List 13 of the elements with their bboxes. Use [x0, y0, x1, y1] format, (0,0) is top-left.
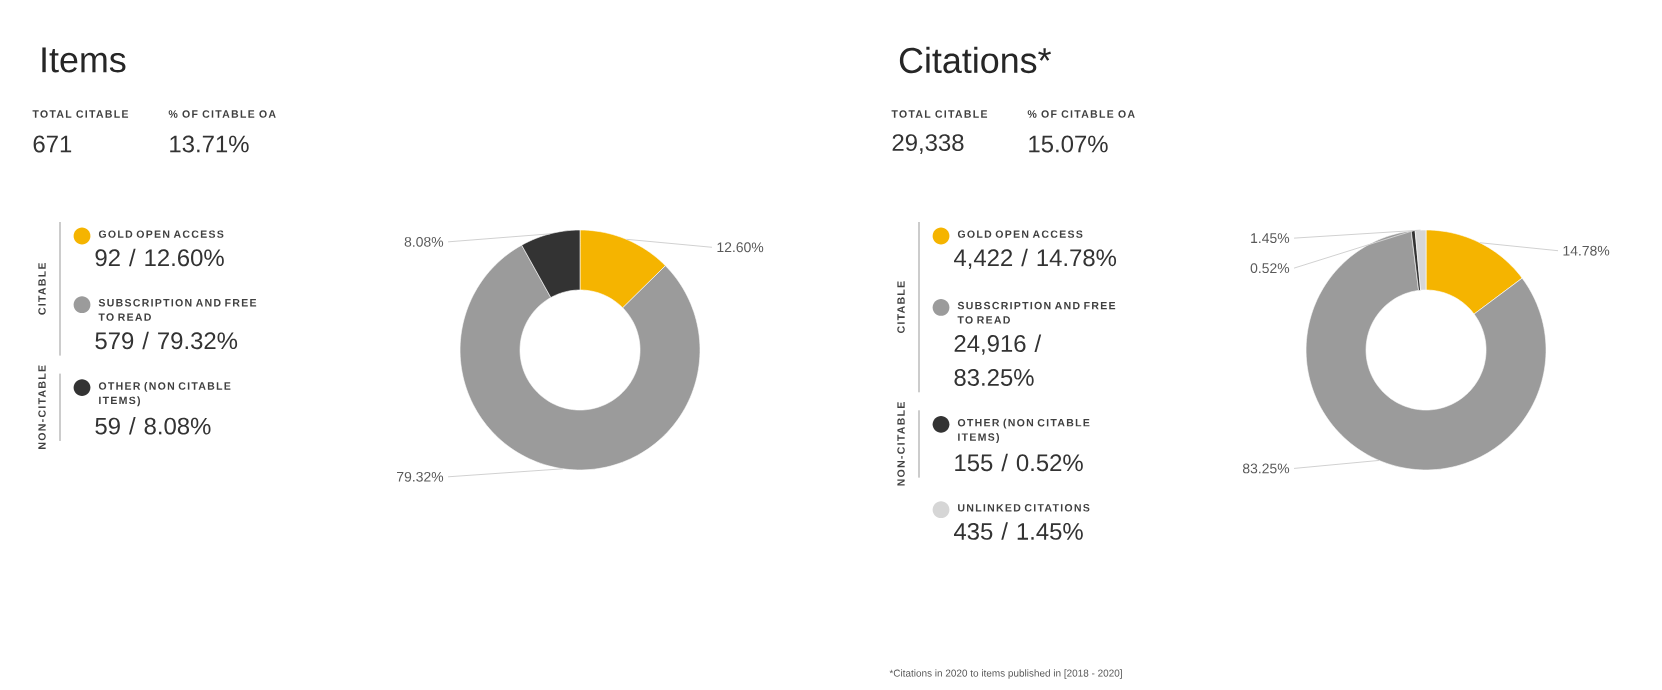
- text: 24,916 / 83.25%: [954, 334, 1042, 386]
- text: 435 / 1.45%: [953, 522, 1083, 540]
- text: 4,422 / 14.78%: [953, 248, 1117, 270]
- text: 29,338: [892, 134, 964, 154]
- text: 579 / 79.32%: [95, 331, 238, 350]
- text: 59 / 8.08%: [95, 417, 211, 435]
- text: 15.07%: [1029, 135, 1108, 153]
- text: 13.71%: [170, 135, 249, 153]
- text: 92 / 12.60%: [95, 248, 224, 267]
- text: 671: [33, 135, 72, 153]
- chart-title: Items: [42, 47, 126, 73]
- chart-title: Citations*: [899, 46, 1051, 74]
- text: 155 / 0.52%: [955, 453, 1083, 472]
